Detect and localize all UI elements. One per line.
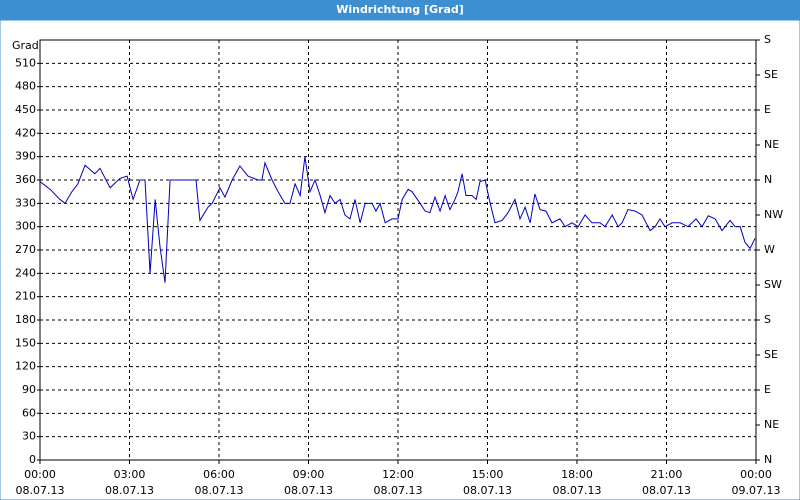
y-tick-label: 30 (22, 430, 36, 443)
y2-tick-label: N (764, 173, 772, 186)
y2-tick-label: E (764, 103, 771, 116)
x-tick-label: 21:00 08.07.13 (642, 468, 691, 497)
y-axis-label: Grad (12, 39, 39, 52)
y2-tick-label: S (764, 33, 771, 46)
y2-tick-label: SE (764, 348, 778, 361)
y2-tick-label: NE (764, 138, 779, 151)
x-tick-label: 00:00 09.07.13 (731, 468, 781, 497)
x-tick-label: 03:00 08.07.13 (105, 468, 154, 497)
y-tick-label: 390 (15, 150, 36, 163)
frame (0, 19, 800, 500)
y2-tick-label: S (764, 313, 771, 326)
y-tick-label: 420 (15, 126, 36, 139)
y2-tick-label: SE (764, 68, 778, 81)
x-tick-label: 06:00 08.07.13 (194, 468, 244, 497)
plot-border (39, 39, 757, 461)
y-tick-label: 360 (15, 173, 36, 186)
y-tick-label: 120 (15, 360, 36, 373)
y2-tick-label: N (764, 453, 772, 466)
y-tick-label: 180 (15, 313, 36, 326)
y-tick-label: 60 (22, 406, 36, 419)
y-tick-label: 0 (29, 453, 36, 466)
y2-tick-label: SW (764, 278, 782, 291)
x-tick-label: 15:00 08.07.13 (463, 468, 512, 497)
x-tick-label: 09:00 08.07.13 (284, 468, 333, 497)
y-tick-label: 450 (15, 103, 36, 116)
y-tick-label: 510 (15, 56, 36, 69)
y-tick-label: 270 (15, 243, 36, 256)
y2-tick-label: E (764, 383, 771, 396)
title-bar: Windrichtung [Grad] (0, 0, 800, 20)
y2-tick-label: W (764, 243, 775, 256)
y-tick-label: 480 (15, 80, 36, 93)
y-tick-label: 300 (15, 220, 36, 233)
x-tick-label: 00:00 08.07.13 (15, 468, 65, 497)
y2-tick-label: NW (764, 208, 783, 221)
y-tick-label: 150 (15, 336, 36, 349)
x-tick-label: 12:00 08.07.13 (373, 468, 423, 497)
y2-tick-label: NE (764, 418, 779, 431)
line-series (39, 156, 756, 283)
x-tick-label: 18:00 08.07.13 (552, 468, 602, 497)
y-tick-label: 240 (15, 266, 36, 279)
y-tick-label: 90 (22, 383, 36, 396)
y-tick-label: 330 (15, 196, 36, 209)
y-tick-label: 210 (15, 290, 36, 303)
